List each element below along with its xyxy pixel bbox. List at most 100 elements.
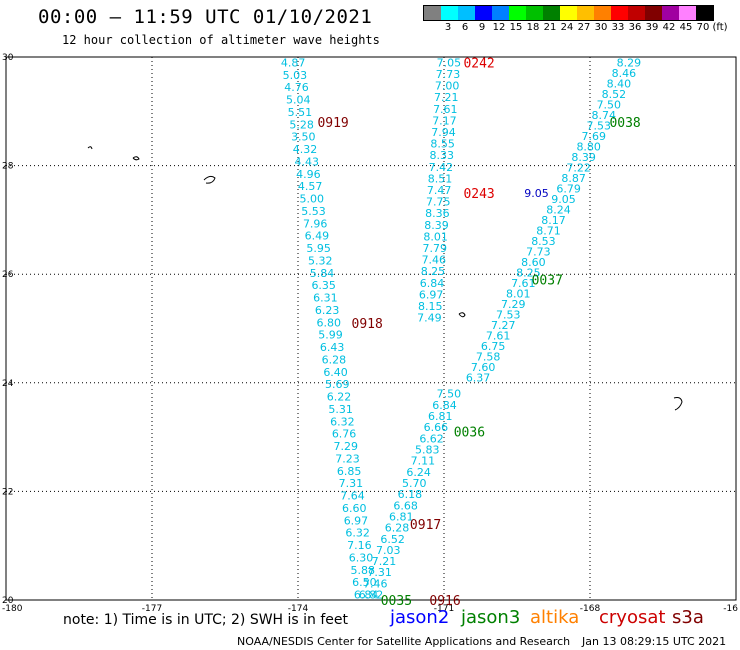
colorbar-cell xyxy=(543,6,560,20)
swh-value: 8.01 xyxy=(423,230,448,243)
x-tick-label: -16 xyxy=(723,604,738,614)
timestamp: Jan 13 08:29:15 UTC 2021 xyxy=(582,635,727,648)
colorbar-label: 27 xyxy=(577,22,591,33)
swh-value: 8.29 xyxy=(617,56,642,69)
swh-value: 7.42 xyxy=(429,161,454,174)
credit-line: NOAA/NESDIS Center for Satellite Applica… xyxy=(237,635,571,648)
swh-value: 8.53 xyxy=(531,235,556,248)
swh-value: 3.50 xyxy=(291,131,316,144)
colorbar-label: 24 xyxy=(560,22,574,33)
swh-value: 5.95 xyxy=(306,242,331,255)
island-shape xyxy=(458,312,466,318)
swh-value: 6.66 xyxy=(424,421,449,434)
colorbar-cell xyxy=(696,6,713,20)
swh-value: 6.43 xyxy=(320,341,345,354)
legend-cryosat: cryosat xyxy=(599,607,666,628)
swh-value: 4.96 xyxy=(296,168,321,181)
island-shape xyxy=(87,146,93,150)
swh-value: 7.94 xyxy=(431,126,456,139)
swh-value: 6.82 xyxy=(359,589,384,602)
x-tick-label: -171 xyxy=(434,604,454,614)
swh-value: 6.32 xyxy=(330,415,355,428)
footnote: note: 1) Time is in UTC; 2) SWH is in fe… xyxy=(63,612,349,628)
swh-value: 8.52 xyxy=(602,88,627,101)
swh-value: 8.60 xyxy=(521,256,546,269)
island-shape xyxy=(673,397,683,411)
swh-value: 7.50 xyxy=(597,98,622,111)
swh-value: 7.11 xyxy=(411,455,436,468)
swh-value: 6.84 xyxy=(354,589,379,602)
colorbar-label: 21 xyxy=(543,22,557,33)
swh-value: 4.57 xyxy=(298,180,323,193)
swh-value: 5.53 xyxy=(301,205,326,218)
legend-jason3: jason3 xyxy=(461,607,521,628)
x-tick-label: -180 xyxy=(2,604,23,614)
island-shape xyxy=(132,156,140,161)
swh-value: 7.22 xyxy=(566,161,591,174)
swh-value: 6.85 xyxy=(337,465,362,478)
swh-value: 4.76 xyxy=(284,81,309,94)
swh-value: 5.51 xyxy=(288,106,313,119)
swh-value: 7.29 xyxy=(334,440,359,453)
swh-value: 7.16 xyxy=(347,539,372,552)
colorbar-label: 36 xyxy=(628,22,642,33)
swh-value: 8.80 xyxy=(576,140,601,153)
swh-value: 4.43 xyxy=(294,155,319,168)
swh-value: 8.55 xyxy=(430,138,455,151)
swh-value: 5.28 xyxy=(289,118,314,131)
swh-value: 6.28 xyxy=(322,353,347,366)
swh-value: 6.49 xyxy=(305,230,330,243)
swh-value: 8.40 xyxy=(607,77,632,90)
swh-value: 8.33 xyxy=(430,149,455,162)
swh-value: 5.99 xyxy=(318,329,343,342)
colorbar-label: 12 xyxy=(492,22,506,33)
pass-time-label: 0037 xyxy=(532,274,563,289)
swh-value: 7.61 xyxy=(511,277,536,290)
swh-value: 7.27 xyxy=(491,319,516,332)
colorbar-label: 9 xyxy=(478,22,486,33)
swh-value: 5.84 xyxy=(310,267,335,280)
swh-value: 8.24 xyxy=(546,203,571,216)
swh-value: 6.35 xyxy=(311,279,336,292)
swh-value: 9.05 xyxy=(551,193,576,206)
colorbar-cell xyxy=(679,6,696,20)
gridlines xyxy=(6,57,736,600)
swh-value: 6.75 xyxy=(481,340,506,353)
colorbar-cell xyxy=(577,6,594,20)
swh-value: 5.32 xyxy=(308,254,333,267)
swh-value: 6.30 xyxy=(349,551,374,564)
plot-frame xyxy=(5,56,737,601)
swh-value: 7.60 xyxy=(471,361,496,374)
swh-value: 7.73 xyxy=(526,245,551,258)
swh-value: 7.31 xyxy=(367,566,392,579)
swh-value: 8.36 xyxy=(425,207,450,220)
colorbar-label: 3 xyxy=(444,22,452,33)
colorbar-cell xyxy=(611,6,628,20)
swh-value: 7.21 xyxy=(434,91,459,104)
swh-value: 4.87 xyxy=(281,56,306,69)
swh-value: 4.32 xyxy=(293,143,318,156)
y-tick-label: 24 xyxy=(2,379,14,389)
colorbar-cell xyxy=(662,6,679,20)
swh-value: 6.32 xyxy=(345,527,370,540)
swh-value: 7.05 xyxy=(437,56,462,69)
colorbar-cell xyxy=(628,6,645,20)
swh-value: 6.50 xyxy=(352,576,377,589)
y-tick-label: 22 xyxy=(2,487,13,497)
colorbar-label: 15 xyxy=(509,22,523,33)
swh-value: 7.64 xyxy=(340,490,365,503)
swh-value: 8.25 xyxy=(421,265,446,278)
swh-value: 8.25 xyxy=(516,266,541,279)
colorbar-cell xyxy=(645,6,662,20)
swh-value: 7.61 xyxy=(433,103,458,116)
swh-value: 7.50 xyxy=(437,388,462,401)
legend-altika: altika xyxy=(530,607,580,628)
colorbar-label: (ft) xyxy=(712,22,728,33)
swh-value: 7.00 xyxy=(435,80,460,93)
chart-subtitle: 12 hour collection of altimeter wave hei… xyxy=(62,33,380,47)
swh-value: 6.81 xyxy=(428,410,453,423)
swh-value: 7.58 xyxy=(476,350,501,363)
swh-value: 8.17 xyxy=(541,214,566,227)
swh-value: 6.24 xyxy=(406,466,431,479)
